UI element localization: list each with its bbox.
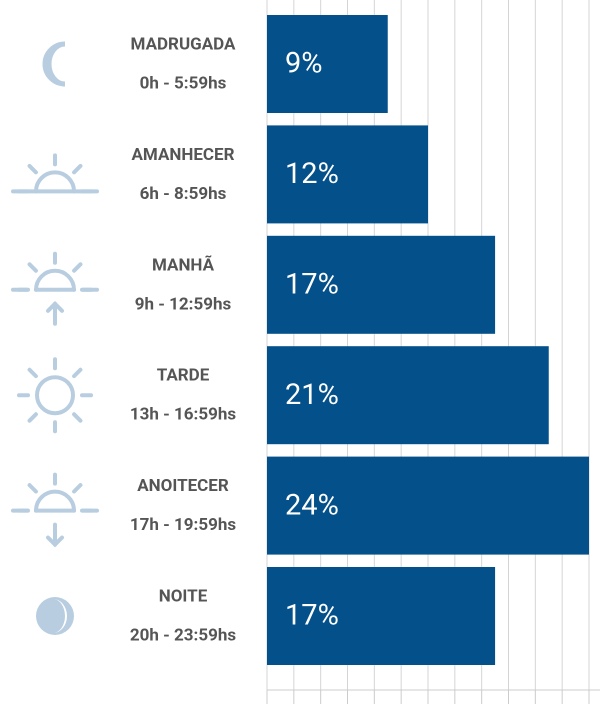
ray: [27, 262, 38, 273]
value-label: 24%: [285, 488, 339, 522]
category-label: NOITE: [159, 586, 208, 606]
sun: [35, 375, 75, 416]
value-label: 12%: [285, 157, 339, 191]
bar: [267, 125, 428, 224]
moon-phase: [53, 599, 67, 633]
period-label: 13h - 16:59hs: [130, 405, 237, 425]
value-label: 9%: [285, 47, 323, 81]
value-label: 17%: [285, 599, 339, 633]
arrow-head: [46, 300, 64, 313]
moon: [42, 41, 66, 87]
category-label: TARDE: [157, 366, 210, 386]
ray: [27, 483, 38, 494]
period-label: 6h - 8:59hs: [140, 184, 227, 204]
ray: [72, 367, 83, 379]
icon: [11, 251, 99, 326]
ray: [72, 262, 83, 273]
arrow-head: [46, 535, 64, 548]
bar: [267, 346, 549, 445]
sun: [34, 268, 76, 292]
icon: [42, 41, 66, 87]
icon: [11, 153, 99, 194]
value-label: 21%: [285, 378, 339, 412]
ray: [72, 483, 83, 494]
icon: [36, 597, 74, 635]
icon: [11, 472, 99, 548]
icon: [17, 357, 93, 434]
sun: [34, 170, 76, 194]
bar: [267, 15, 388, 113]
ray: [72, 163, 83, 175]
category-label: MANHÃ: [152, 254, 215, 275]
ray: [27, 367, 38, 379]
category-label: ANOITECER: [137, 476, 229, 496]
ray: [72, 412, 83, 423]
value-label: 17%: [285, 267, 339, 301]
category-label: MADRUGADA: [131, 34, 236, 54]
ray: [27, 163, 38, 175]
period-label: 20h - 23:59hs: [130, 625, 237, 645]
period-label: 17h - 19:59hs: [130, 515, 237, 535]
period-label: 9h - 12:59hs: [135, 294, 232, 314]
category-label: AMANHECER: [131, 145, 234, 165]
moon: [36, 597, 74, 635]
sun: [34, 489, 76, 513]
period-label: 0h - 5:59hs: [140, 73, 227, 93]
ray: [27, 412, 38, 423]
bar: [267, 456, 589, 555]
bar: [267, 567, 496, 665]
bar: [267, 235, 496, 334]
